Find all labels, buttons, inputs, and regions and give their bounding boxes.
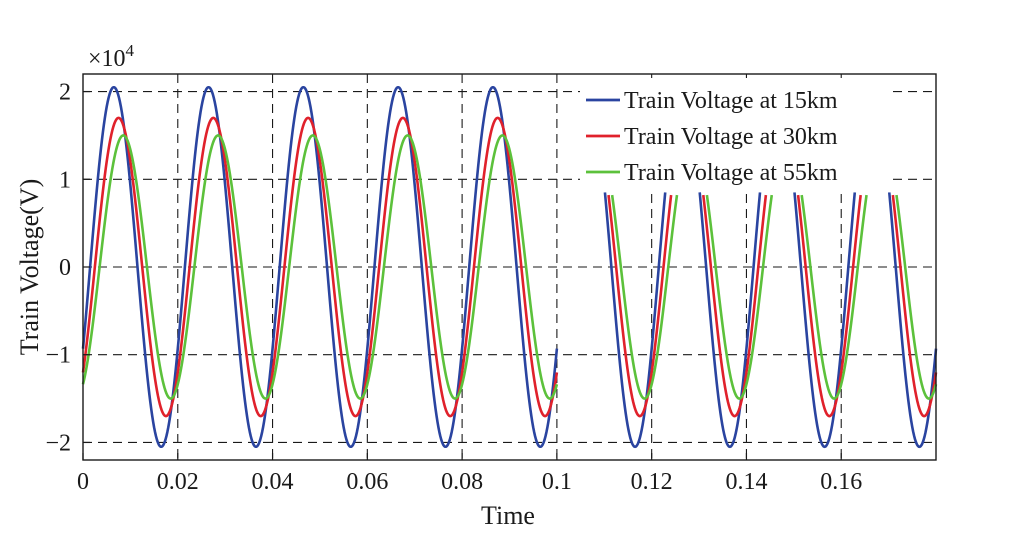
legend-label: Train Voltage at 15km (624, 88, 838, 114)
series-line (81, 85, 559, 449)
series-line (81, 116, 559, 418)
y-axis-title: Train Voltage(V) (15, 179, 44, 355)
series-line (610, 194, 679, 400)
y-tick-label: 1 (59, 167, 71, 193)
x-tick-label: 0.04 (252, 469, 294, 495)
legend-label: Train Voltage at 30km (624, 124, 838, 150)
y-multiplier: ×104 (88, 41, 135, 72)
series-line (81, 134, 559, 400)
y-tick-label: −1 (45, 343, 71, 369)
y-tick-label: −2 (45, 430, 71, 456)
series-line (607, 194, 673, 418)
legend-label: Train Voltage at 55km (624, 160, 838, 186)
series-line (887, 192, 938, 449)
series-lines (81, 85, 938, 449)
series-line (698, 192, 762, 449)
y-tick-label: 0 (59, 255, 71, 281)
series-line (705, 194, 774, 400)
legend: Train Voltage at 15km Train Voltage at 30… (580, 78, 892, 190)
x-tick-label: 0.02 (157, 469, 199, 495)
legend-background (580, 78, 892, 190)
series-line (793, 192, 857, 449)
series-line (796, 194, 862, 418)
series-line (702, 194, 768, 418)
y-tick-label: 2 (59, 80, 71, 106)
series-line (895, 194, 938, 400)
series-line (603, 192, 667, 449)
x-tick-label: 0.06 (346, 469, 388, 495)
x-tick-label: 0.16 (820, 469, 862, 495)
series-line (891, 194, 938, 418)
x-tick-label: 0 (77, 469, 89, 495)
x-tick-label: 0.14 (725, 469, 767, 495)
x-axis-title: Time (481, 501, 535, 530)
axis-ticks: 0 0.02 0.04 0.06 0.08 0.1 0.12 0.14 0.16 −2 −1 0 1 2 (45, 80, 862, 495)
series-line (800, 194, 868, 400)
x-tick-label: 0.12 (631, 469, 673, 495)
x-tick-label: 0.08 (441, 469, 483, 495)
x-tick-label: 0.1 (542, 469, 572, 495)
